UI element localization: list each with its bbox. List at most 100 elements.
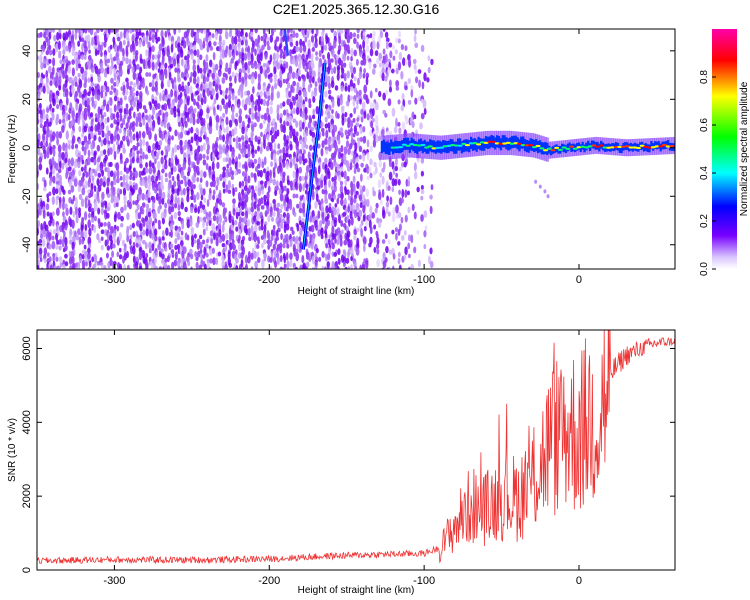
heatmap-cell	[120, 222, 124, 228]
heatmap-cell	[251, 162, 255, 169]
heatmap-cell	[179, 240, 184, 247]
heatmap-cell	[225, 62, 229, 70]
heatmap-cell	[55, 75, 59, 82]
heatmap-cell	[250, 201, 255, 209]
heatmap-cell	[205, 113, 210, 119]
heatmap-cell	[279, 44, 282, 51]
heatmap-cell	[106, 239, 109, 245]
signal-peak	[572, 147, 578, 150]
heatmap-cell	[269, 211, 273, 218]
heatmap-cell	[94, 117, 98, 123]
heatmap-cell	[64, 253, 68, 259]
signal-offshoot	[534, 179, 538, 184]
snr-series-line	[37, 330, 675, 565]
heatmap-cell	[225, 170, 229, 179]
heatmap-cell	[260, 225, 264, 231]
heatmap-cell	[56, 31, 60, 41]
heatmap-cell	[292, 193, 296, 199]
heatmap-cell	[346, 189, 350, 196]
heatmap-cell	[80, 54, 84, 61]
heatmap-cell	[227, 251, 231, 260]
heatmap-cell	[260, 218, 264, 227]
heatmap-cell	[85, 261, 88, 267]
heatmap-cell	[110, 85, 114, 91]
heatmap-cell	[350, 130, 354, 139]
heatmap-cell	[256, 220, 261, 226]
heatmap-cell	[215, 121, 219, 131]
heatmap-cell	[123, 204, 127, 211]
heatmap-cell	[372, 190, 376, 197]
heatmap-cell	[170, 229, 173, 239]
heatmap-cell	[288, 115, 293, 123]
heatmap-cell	[70, 199, 74, 205]
heatmap-cell	[288, 65, 293, 75]
heatmap-cell	[100, 206, 104, 216]
heatmap-cell	[58, 85, 62, 91]
heatmap-cell	[157, 102, 161, 110]
heatmap-cell	[231, 92, 235, 101]
heatmap-cell	[375, 166, 378, 174]
heatmap-cell	[87, 247, 91, 254]
heatmap-cell	[250, 36, 254, 42]
heatmap-cell	[397, 99, 401, 105]
heatmap-cell	[282, 78, 286, 84]
heatmap-cell	[128, 114, 132, 120]
heatmap-cell	[353, 261, 357, 268]
heatmap-cell	[39, 117, 43, 124]
heatmap-cell	[52, 229, 57, 235]
heatmap-cell	[275, 52, 280, 60]
heatmap-cell	[340, 74, 345, 79]
heatmap-cell	[289, 180, 294, 188]
heatmap-cell	[237, 29, 241, 39]
heatmap-cell	[392, 55, 396, 61]
heatmap-cell	[148, 248, 152, 254]
heatmap-cell	[240, 148, 244, 154]
heatmap-cell	[97, 74, 101, 83]
heatmap-cell	[156, 36, 161, 42]
heatmap-cell	[307, 84, 311, 93]
heatmap-cell	[274, 162, 277, 169]
heatmap-cell	[373, 246, 377, 254]
heatmap-cell	[317, 229, 322, 237]
heatmap-cell	[40, 86, 44, 93]
heatmap-cell	[147, 127, 152, 132]
signal-peak	[643, 145, 649, 148]
heatmap-cell	[356, 99, 359, 105]
heatmap-cell	[392, 206, 396, 216]
heatmap-cell	[313, 170, 318, 179]
heatmap-cell	[212, 215, 217, 222]
heatmap-cell	[267, 243, 271, 251]
heatmap-cell	[429, 247, 433, 255]
heatmap-cell	[168, 126, 172, 132]
heatmap-cell	[420, 195, 424, 201]
heatmap-cell	[179, 236, 184, 242]
heatmap-cell	[103, 41, 107, 48]
heatmap-cell	[349, 113, 353, 118]
heatmap-cell	[224, 264, 228, 269]
heatmap-cell	[138, 31, 142, 36]
heatmap-cell	[292, 185, 296, 191]
heatmap-cell	[100, 139, 104, 147]
heatmap-cell	[87, 206, 92, 213]
snr-x-ticks: -300 -200 -100 0	[103, 330, 582, 587]
heatmap-cell	[260, 35, 264, 42]
heatmap-cell	[375, 101, 379, 111]
heatmap-cell	[247, 117, 251, 124]
heatmap-cell	[160, 156, 164, 165]
signal-peak	[565, 147, 571, 151]
heatmap-cell	[216, 104, 220, 110]
heatmap-cell	[96, 261, 101, 266]
heatmap-cell	[151, 54, 155, 61]
heatmap-cell	[141, 192, 145, 201]
heatmap-cell	[202, 239, 206, 245]
heatmap-cell	[225, 73, 228, 81]
heatmap-cell	[345, 100, 350, 107]
heatmap-cell	[362, 57, 367, 66]
heatmap-cell	[283, 263, 287, 269]
heatmap-cell	[356, 227, 360, 232]
heatmap-cell	[55, 188, 59, 195]
signal-core	[590, 140, 593, 149]
heatmap-noise-cells	[37, 29, 434, 269]
heatmap-cell	[64, 67, 68, 75]
heatmap-cell	[368, 61, 372, 70]
